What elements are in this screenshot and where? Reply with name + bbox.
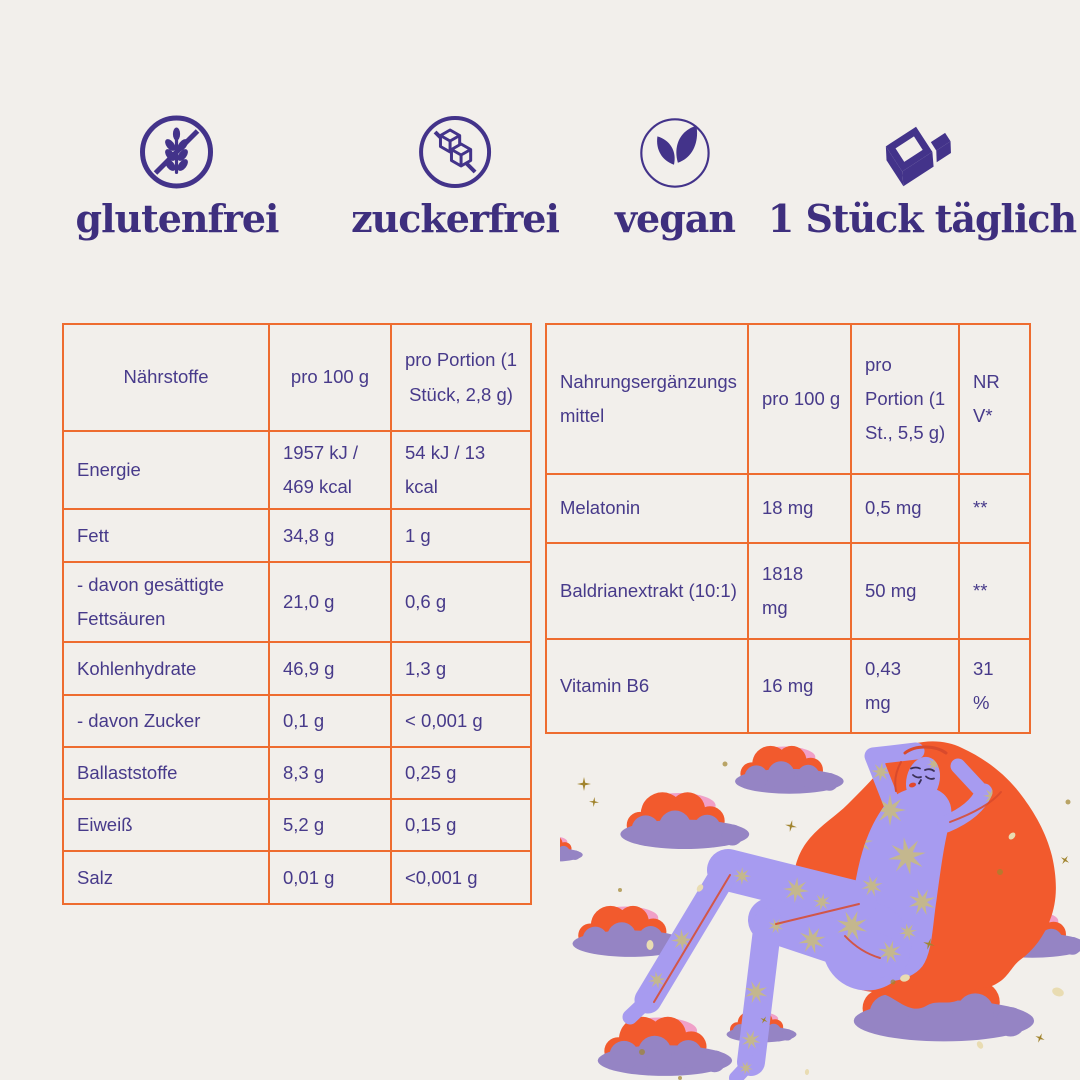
- nutrient-portion: 0,15 g: [390, 798, 532, 853]
- supplement-nrv: **: [958, 542, 1031, 640]
- col-header-portion: pro Portion (1 St., 5,5 g): [850, 323, 960, 475]
- badge-label: vegan: [614, 196, 736, 241]
- nutrient-name: - davon Zucker: [62, 694, 270, 749]
- nutrient-per100: 0,1 g: [268, 694, 392, 749]
- supplement-name: Baldrianextrakt (10:1): [545, 542, 749, 640]
- col-header-per100g: pro 100 g: [747, 323, 852, 475]
- sparkles: [577, 761, 1071, 1080]
- face-features: [894, 745, 948, 792]
- nutrient-name: - davon gesättigte Fettsäuren: [62, 561, 270, 644]
- cloud: [735, 745, 844, 794]
- nutrient-per100: 34,8 g: [268, 508, 392, 564]
- nutrient-per100: 46,9 g: [268, 641, 392, 697]
- table-row: Eiweiß 5,2 g 0,15 g: [62, 798, 532, 853]
- supplement-portion: 0,5 mg: [850, 473, 960, 544]
- col-header-supplement: Nahrungsergänzungsmittel: [545, 323, 749, 475]
- supplement-per100: 16 mg: [747, 638, 852, 734]
- table-row: Energie 1957 kJ / 469 kcal 54 kJ / 13 kc…: [62, 429, 532, 511]
- nutrient-name: Fett: [62, 508, 270, 564]
- vegan-leaf-icon: [615, 104, 735, 192]
- table-row: Melatonin 18 mg 0,5 mg **: [545, 473, 1031, 544]
- body-stars: [648, 757, 1001, 1075]
- table-row: - davon gesättigte Fettsäuren 21,0 g 0,6…: [62, 561, 532, 644]
- table-row: Baldrianextrakt (10:1) 1818 mg 50 mg **: [545, 542, 1031, 640]
- badge-vegan: vegan: [614, 104, 736, 241]
- nutrient-per100: 1957 kJ / 469 kcal: [268, 429, 392, 511]
- col-header-nrv: NRV*: [958, 323, 1031, 475]
- supplement-nrv: **: [958, 473, 1031, 544]
- badge-label: 1 Stück täglich: [767, 196, 1077, 241]
- nutrient-per100: 0,01 g: [268, 850, 392, 906]
- supplement-portion: 0,43 mg: [850, 638, 960, 734]
- nutrient-portion: <0,001 g: [390, 850, 532, 906]
- table-row: Fett 34,8 g 1 g: [62, 508, 532, 564]
- nutrient-per100: 5,2 g: [268, 798, 392, 853]
- body-contours: [653, 791, 1002, 1003]
- nutrient-portion: 0,25 g: [390, 746, 532, 801]
- nutrient-per100: 21,0 g: [268, 561, 392, 644]
- table-row: Kohlenhydrate 46,9 g 1,3 g: [62, 641, 532, 697]
- cloud: [620, 792, 750, 849]
- table-row: Salz 0,01 g <0,001 g: [62, 850, 532, 906]
- table-header-row: Nahrungsergänzungsmittel pro 100 g pro P…: [545, 323, 1031, 475]
- table-row: - davon Zucker 0,1 g < 0,001 g: [62, 694, 532, 749]
- supplement-per100: 1818 mg: [747, 542, 852, 640]
- chocolate-piece-icon: [768, 104, 1076, 192]
- nutrient-portion: 54 kJ / 13 kcal: [390, 429, 532, 511]
- badge-dosage: 1 Stück täglich: [767, 104, 1077, 241]
- nutrient-portion: 1,3 g: [390, 641, 532, 697]
- nutrient-name: Salz: [62, 850, 270, 906]
- table-row: Vitamin B6 16 mg 0,43 mg 31 %: [545, 638, 1031, 734]
- badge-glutenfrei: glutenfrei: [76, 104, 279, 241]
- col-header-per100g: pro 100 g: [268, 323, 392, 432]
- nutrition-table: Nährstoffe pro 100 g pro Portion (1 Stüc…: [62, 323, 532, 906]
- nutrient-name: Kohlenhydrate: [62, 641, 270, 697]
- cloud: [597, 1016, 733, 1076]
- supplement-table: Nahrungsergänzungsmittel pro 100 g pro P…: [545, 323, 1031, 734]
- nutrient-per100: 8,3 g: [268, 746, 392, 801]
- nutrient-portion: < 0,001 g: [390, 694, 532, 749]
- cloud: [523, 835, 583, 862]
- supplement-per100: 18 mg: [747, 473, 852, 544]
- col-header-nutrients: Nährstoffe: [62, 323, 270, 432]
- sleeping-woman-illustration: [523, 740, 1080, 1080]
- badge-label: glutenfrei: [75, 196, 280, 241]
- no-gluten-icon: [76, 104, 279, 192]
- nutrient-portion: 1 g: [390, 508, 532, 564]
- table-row: Ballaststoffe 8,3 g 0,25 g: [62, 746, 532, 801]
- col-header-portion: pro Portion (1 Stück, 2,8 g): [390, 323, 532, 432]
- badge-zuckerfrei: zuckerfrei: [351, 104, 560, 241]
- supplement-name: Melatonin: [545, 473, 749, 544]
- table-header-row: Nährstoffe pro 100 g pro Portion (1 Stüc…: [62, 323, 532, 432]
- supplement-portion: 50 mg: [850, 542, 960, 640]
- nutrient-name: Eiweiß: [62, 798, 270, 853]
- nutrient-portion: 0,6 g: [390, 561, 532, 644]
- nutrient-name: Energie: [62, 429, 270, 511]
- supplement-nrv: 31 %: [958, 638, 1031, 734]
- nutrient-name: Ballaststoffe: [62, 746, 270, 801]
- no-sugar-icon: [351, 104, 559, 192]
- supplement-name: Vitamin B6: [545, 638, 749, 734]
- badge-label: zuckerfrei: [351, 196, 560, 241]
